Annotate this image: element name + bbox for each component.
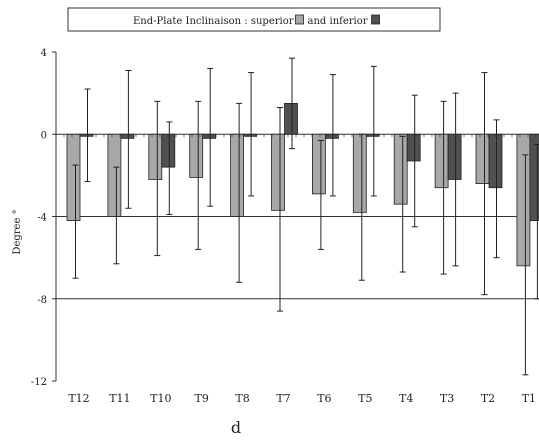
bar-superior-T8 (231, 134, 244, 216)
x-tick-label: T4 (399, 392, 413, 405)
bar-superior-T12 (67, 134, 80, 220)
x-tick-label: T7 (276, 392, 290, 405)
y-axis-label: Degree ° (12, 209, 23, 254)
legend-prefix: End-Plate Inclinaison : (133, 16, 251, 27)
y-tick-label: -12 (31, 377, 47, 388)
x-tick-label: T9 (195, 392, 209, 405)
bar-and-inferior-T2 (489, 134, 502, 187)
panel-letter: d (231, 418, 241, 437)
bars (67, 103, 539, 265)
legend-swatch-inferior (372, 15, 380, 24)
bar-and-inferior-T9 (203, 134, 216, 138)
x-tick-label: T6 (317, 392, 331, 405)
y-tick-label: -8 (37, 295, 47, 306)
legend-label-inferior: and inferior (308, 16, 368, 27)
bar-superior-T2 (476, 134, 489, 183)
x-tick-label: T10 (150, 392, 171, 405)
bar-superior-T6 (312, 134, 325, 194)
x-tick-label: T2 (481, 392, 495, 405)
bar-superior-T1 (517, 134, 530, 266)
x-tick-label: T3 (440, 392, 454, 405)
legend: End-Plate Inclinaison : superior and inf… (68, 8, 440, 31)
legend-text: End-Plate Inclinaison : superior (133, 16, 294, 27)
bar-and-inferior-T8 (244, 134, 257, 136)
x-tick-labels: T12 T11 T10 T9 T8 T7 T6 T5 T4 T3 T2 T1 (68, 392, 536, 405)
bar-and-inferior-T7 (285, 103, 298, 134)
bar-superior-T9 (190, 134, 203, 177)
bar-and-inferior-T4 (407, 134, 420, 161)
legend-swatch-superior (296, 15, 304, 24)
bar-superior-T11 (108, 134, 121, 216)
bar-superior-T3 (435, 134, 448, 187)
y-tick-label: -4 (37, 213, 47, 224)
x-tick-label: T1 (522, 392, 536, 405)
bar-and-inferior-T6 (325, 134, 338, 138)
bar-superior-T5 (353, 134, 366, 212)
y-tick-label: 4 (41, 48, 47, 59)
bar-and-inferior-T10 (162, 134, 175, 167)
bar-superior-T10 (149, 134, 162, 179)
bar-and-inferior-T11 (121, 134, 134, 138)
x-tick-label: T11 (109, 392, 130, 405)
bar-and-inferior-T3 (448, 134, 461, 179)
bar-superior-T4 (394, 134, 407, 204)
legend-label-superior: superior (251, 16, 294, 27)
bar-superior-T7 (272, 134, 285, 210)
y-tick-label: 0 (41, 130, 47, 141)
x-tick-label: T8 (235, 392, 249, 405)
y-tick-labels: 4 0 -4 -8 -12 (31, 48, 47, 388)
bar-and-inferior-T12 (80, 134, 93, 136)
x-tick-label: T12 (68, 392, 89, 405)
x-tick-label: T5 (358, 392, 372, 405)
